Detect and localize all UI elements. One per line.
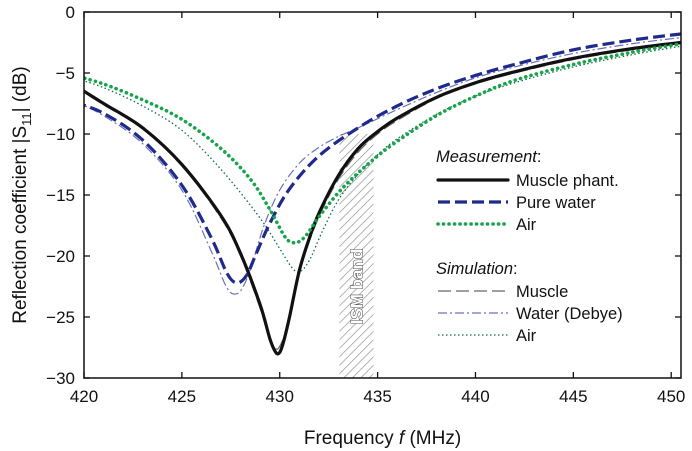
tick-layer: 420 425 430 435 440 445 450 0 −5 −10 −15 −20 −25 −30 — [46, 3, 685, 406]
x-tick-label: 445 — [559, 387, 587, 406]
x-tick-label: 440 — [461, 387, 489, 406]
legend-label: Pure water — [516, 194, 596, 212]
legend-label: Air — [516, 216, 537, 234]
y-tick-label: −30 — [46, 369, 75, 388]
x-axis-title: Frequency f (MHz) — [304, 428, 461, 449]
y-tick-label: 0 — [66, 3, 75, 22]
x-tick-label: 435 — [363, 387, 391, 406]
legend-label: Muscle — [516, 283, 568, 301]
y-tick-label: −25 — [46, 308, 75, 327]
series-line-simulation-air — [84, 45, 681, 273]
y-tick-label: −20 — [46, 247, 75, 266]
legend-label: Air — [516, 327, 537, 345]
legend-label: Water (Debye) — [516, 305, 623, 323]
ism-band-label: ISM band — [347, 249, 366, 325]
legend: Measurement: Simulation: Muscle phant. Pu… — [436, 148, 623, 345]
legend-measurement-title: Measurement: — [436, 148, 541, 166]
legend-label: Muscle phant. — [516, 172, 619, 190]
x-tick-label: 425 — [168, 387, 196, 406]
x-tick-label: 420 — [70, 387, 98, 406]
series-line-measurement-pure-water — [84, 32, 681, 285]
x-tick-label: 430 — [266, 387, 294, 406]
series-line-measurement-muscle-phant — [84, 40, 681, 356]
x-tick-label: 450 — [657, 387, 685, 406]
y-tick-label: −5 — [56, 64, 75, 83]
legend-simulation-title: Simulation: — [436, 260, 518, 278]
series-line-simulation-water-debye — [84, 37, 681, 295]
y-tick-label: −10 — [46, 125, 75, 144]
y-tick-label: −15 — [46, 186, 75, 205]
legend-entries: Muscle phant. Pure water Air Muscle Water (D… — [436, 172, 623, 345]
y-axis-title: Reflection coefficient |S11| (dB) — [10, 66, 34, 323]
ism-band-layer: ISM band — [339, 134, 374, 378]
series-line-measurement-air — [84, 41, 681, 245]
series-layer — [84, 32, 681, 356]
